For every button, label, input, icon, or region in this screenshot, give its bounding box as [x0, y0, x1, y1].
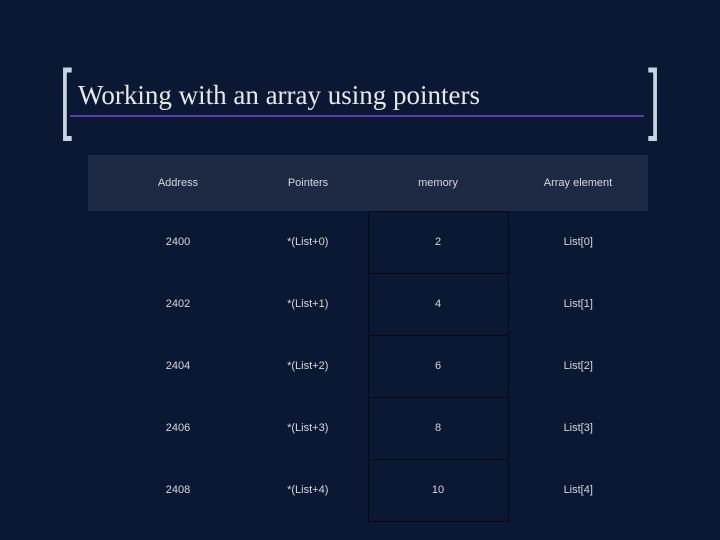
title-inner: Working with an array using pointers: [70, 80, 644, 117]
cell-memory: 10: [368, 459, 508, 521]
cell-pointer: *(List+1): [228, 273, 368, 335]
cell-element: List[2]: [508, 335, 648, 397]
table-row: 2402 *(List+1) 4 List[1]: [88, 273, 648, 335]
cell-memory: 2: [368, 211, 508, 273]
cell-address: 2404: [88, 335, 228, 397]
cell-pointer: *(List+0): [228, 211, 368, 273]
col-header-address: Address: [88, 155, 228, 211]
cell-pointer: *(List+4): [228, 459, 368, 521]
title-underline: [70, 115, 644, 117]
table-row: 2406 *(List+3) 8 List[3]: [88, 397, 648, 459]
col-header-pointers: Pointers: [228, 155, 368, 211]
cell-address: 2408: [88, 459, 228, 521]
cell-pointer: *(List+3): [228, 397, 368, 459]
cell-address: 2402: [88, 273, 228, 335]
title-bar: [ Working with an array using pointers ]: [56, 62, 664, 134]
cell-memory: 8: [368, 397, 508, 459]
col-header-element: Array element: [508, 155, 648, 211]
slide-title: Working with an array using pointers: [70, 80, 644, 113]
bracket-left-icon: [: [60, 58, 72, 137]
table-header-row: Address Pointers memory Array element: [88, 155, 648, 211]
table-row: 2408 *(List+4) 10 List[4]: [88, 459, 648, 521]
cell-element: List[3]: [508, 397, 648, 459]
table-area: Address Pointers memory Array element 24…: [88, 155, 648, 522]
cell-memory: 6: [368, 335, 508, 397]
cell-address: 2406: [88, 397, 228, 459]
table-row: 2404 *(List+2) 6 List[2]: [88, 335, 648, 397]
cell-memory: 4: [368, 273, 508, 335]
cell-address: 2400: [88, 211, 228, 273]
pointer-table: Address Pointers memory Array element 24…: [88, 155, 648, 522]
bracket-right-icon: ]: [648, 58, 660, 137]
col-header-memory: memory: [368, 155, 508, 211]
cell-element: List[1]: [508, 273, 648, 335]
cell-pointer: *(List+2): [228, 335, 368, 397]
cell-element: List[0]: [508, 211, 648, 273]
cell-element: List[4]: [508, 459, 648, 521]
table-row: 2400 *(List+0) 2 List[0]: [88, 211, 648, 273]
